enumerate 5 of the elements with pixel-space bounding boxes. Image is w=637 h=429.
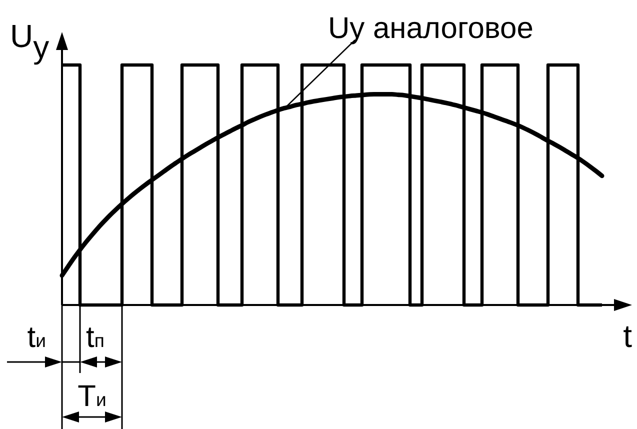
text: tи <box>27 321 46 354</box>
text: Tи <box>78 380 106 413</box>
x-axis-title: t <box>623 318 632 354</box>
text: tп <box>86 321 104 354</box>
text: Uу аналоговое <box>328 12 534 45</box>
